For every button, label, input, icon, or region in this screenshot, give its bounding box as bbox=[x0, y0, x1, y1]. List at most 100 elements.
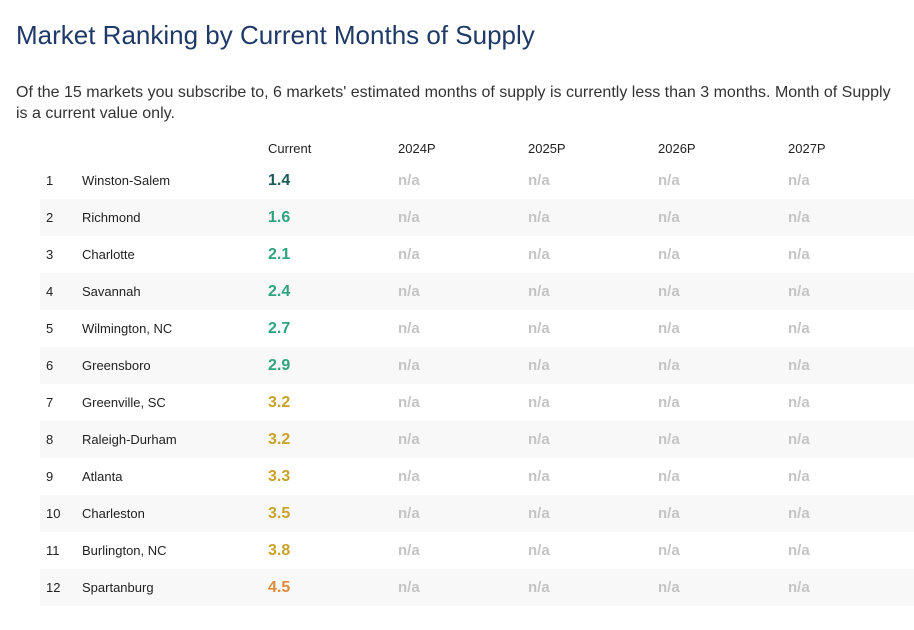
projection-2024p-cell: n/a bbox=[398, 394, 420, 411]
market-name-cell: Savannah bbox=[82, 284, 141, 299]
projection-2024p-cell: n/a bbox=[398, 542, 420, 559]
projection-2024p-cell: n/a bbox=[398, 579, 420, 596]
current-value-cell: 3.5 bbox=[268, 505, 291, 522]
current-value-cell: 2.9 bbox=[268, 357, 291, 374]
market-name-cell: Charlotte bbox=[82, 247, 135, 262]
rank-cell: 5 bbox=[46, 321, 54, 336]
rank-cell: 9 bbox=[46, 469, 54, 484]
page-title: Market Ranking by Current Months of Supp… bbox=[16, 20, 535, 50]
projection-2026p-cell: n/a bbox=[658, 320, 680, 337]
projection-2027p-cell: n/a bbox=[788, 357, 810, 374]
table-row[interactable]: 7 Greenville, SC 3.2 n/a n/a n/a n/a bbox=[40, 384, 914, 421]
page-description: Of the 15 markets you subscribe to, 6 ma… bbox=[16, 84, 891, 122]
rank-cell: 7 bbox=[46, 395, 54, 410]
column-header-2024p[interactable]: 2024P bbox=[398, 141, 436, 156]
market-name-cell: Spartanburg bbox=[82, 580, 154, 595]
projection-2026p-cell: n/a bbox=[658, 172, 680, 189]
projection-2027p-cell: n/a bbox=[788, 320, 810, 337]
projection-2027p-cell: n/a bbox=[788, 246, 810, 263]
projection-2024p-cell: n/a bbox=[398, 246, 420, 263]
market-name-cell: Winston-Salem bbox=[82, 173, 171, 188]
projection-2027p-cell: n/a bbox=[788, 505, 810, 522]
projection-2027p-cell: n/a bbox=[788, 468, 810, 485]
column-header-2026p[interactable]: 2026P bbox=[658, 141, 696, 156]
table-row[interactable]: 1 Winston-Salem 1.4 n/a n/a n/a n/a bbox=[40, 162, 914, 199]
projection-2026p-cell: n/a bbox=[658, 209, 680, 226]
projection-2026p-cell: n/a bbox=[658, 357, 680, 374]
projection-2024p-cell: n/a bbox=[398, 172, 420, 189]
projection-2026p-cell: n/a bbox=[658, 246, 680, 263]
projection-2024p-cell: n/a bbox=[398, 431, 420, 448]
market-name-cell: Atlanta bbox=[82, 469, 123, 484]
current-value-cell: 2.4 bbox=[268, 283, 291, 300]
projection-2025p-cell: n/a bbox=[528, 320, 550, 337]
table-row[interactable]: 5 Wilmington, NC 2.7 n/a n/a n/a n/a bbox=[40, 310, 914, 347]
rank-cell: 6 bbox=[46, 358, 54, 373]
market-name-cell: Raleigh-Durham bbox=[82, 432, 177, 447]
table-body: 1 Winston-Salem 1.4 n/a n/a n/a n/a 2 Richmond 1.… bbox=[40, 162, 914, 606]
rank-cell: 1 bbox=[46, 173, 54, 188]
market-name-cell: Greensboro bbox=[82, 358, 151, 373]
projection-2027p-cell: n/a bbox=[788, 209, 810, 226]
market-name-cell: Wilmington, NC bbox=[82, 321, 173, 336]
projection-2025p-cell: n/a bbox=[528, 542, 550, 559]
projection-2027p-cell: n/a bbox=[788, 431, 810, 448]
rank-cell: 2 bbox=[46, 210, 54, 225]
rank-cell: 3 bbox=[46, 247, 54, 262]
rank-cell: 12 bbox=[46, 580, 61, 595]
table-row[interactable]: 8 Raleigh-Durham 3.2 n/a n/a n/a n/a bbox=[40, 421, 914, 458]
current-value-cell: 3.2 bbox=[268, 394, 291, 411]
projection-2024p-cell: n/a bbox=[398, 468, 420, 485]
projection-2026p-cell: n/a bbox=[658, 468, 680, 485]
projection-2025p-cell: n/a bbox=[528, 505, 550, 522]
projection-2025p-cell: n/a bbox=[528, 579, 550, 596]
table-row[interactable]: 2 Richmond 1.6 n/a n/a n/a n/a bbox=[40, 199, 914, 236]
projection-2025p-cell: n/a bbox=[528, 283, 550, 300]
current-value-cell: 2.7 bbox=[268, 320, 291, 337]
table-row[interactable]: 6 Greensboro 2.9 n/a n/a n/a n/a bbox=[40, 347, 914, 384]
table-row[interactable]: 10 Charleston 3.5 n/a n/a n/a n/a bbox=[40, 495, 914, 532]
table-row[interactable]: 12 Spartanburg 4.5 n/a n/a n/a n/a bbox=[40, 569, 914, 606]
rank-cell: 8 bbox=[46, 432, 54, 447]
table-row[interactable]: 4 Savannah 2.4 n/a n/a n/a n/a bbox=[40, 273, 914, 310]
projection-2025p-cell: n/a bbox=[528, 431, 550, 448]
column-header-2027p[interactable]: 2027P bbox=[788, 141, 826, 156]
market-ranking-table: Current 2024P 2025P 2026P 2027P 1 Winston… bbox=[40, 136, 914, 606]
projection-2027p-cell: n/a bbox=[788, 172, 810, 189]
projection-2025p-cell: n/a bbox=[528, 468, 550, 485]
projection-2026p-cell: n/a bbox=[658, 542, 680, 559]
projection-2025p-cell: n/a bbox=[528, 246, 550, 263]
projection-2025p-cell: n/a bbox=[528, 394, 550, 411]
projection-2025p-cell: n/a bbox=[528, 209, 550, 226]
projection-2025p-cell: n/a bbox=[528, 357, 550, 374]
current-value-cell: 3.3 bbox=[268, 468, 291, 485]
market-name-cell: Charleston bbox=[82, 506, 145, 521]
projection-2024p-cell: n/a bbox=[398, 357, 420, 374]
market-name-cell: Greenville, SC bbox=[82, 395, 166, 410]
column-header-current[interactable]: Current bbox=[268, 141, 312, 156]
table-row[interactable]: 9 Atlanta 3.3 n/a n/a n/a n/a bbox=[40, 458, 914, 495]
column-header-2025p[interactable]: 2025P bbox=[528, 141, 566, 156]
current-value-cell: 3.8 bbox=[268, 542, 291, 559]
projection-2026p-cell: n/a bbox=[658, 283, 680, 300]
projection-2024p-cell: n/a bbox=[398, 283, 420, 300]
rank-cell: 10 bbox=[46, 506, 61, 521]
projection-2027p-cell: n/a bbox=[788, 283, 810, 300]
projection-2024p-cell: n/a bbox=[398, 209, 420, 226]
table-header: Current 2024P 2025P 2026P 2027P bbox=[40, 136, 914, 162]
projection-2025p-cell: n/a bbox=[528, 172, 550, 189]
projection-2027p-cell: n/a bbox=[788, 579, 810, 596]
current-value-cell: 1.4 bbox=[268, 172, 291, 189]
projection-2026p-cell: n/a bbox=[658, 505, 680, 522]
projection-2026p-cell: n/a bbox=[658, 394, 680, 411]
projection-2026p-cell: n/a bbox=[658, 431, 680, 448]
table-row[interactable]: 11 Burlington, NC 3.8 n/a n/a n/a n/a bbox=[40, 532, 914, 569]
current-value-cell: 1.6 bbox=[268, 209, 291, 226]
projection-2024p-cell: n/a bbox=[398, 320, 420, 337]
current-value-cell: 4.5 bbox=[268, 579, 291, 596]
table-row[interactable]: 3 Charlotte 2.1 n/a n/a n/a n/a bbox=[40, 236, 914, 273]
projection-2027p-cell: n/a bbox=[788, 542, 810, 559]
market-name-cell: Richmond bbox=[82, 210, 141, 225]
rank-cell: 4 bbox=[46, 284, 54, 299]
projection-2026p-cell: n/a bbox=[658, 579, 680, 596]
